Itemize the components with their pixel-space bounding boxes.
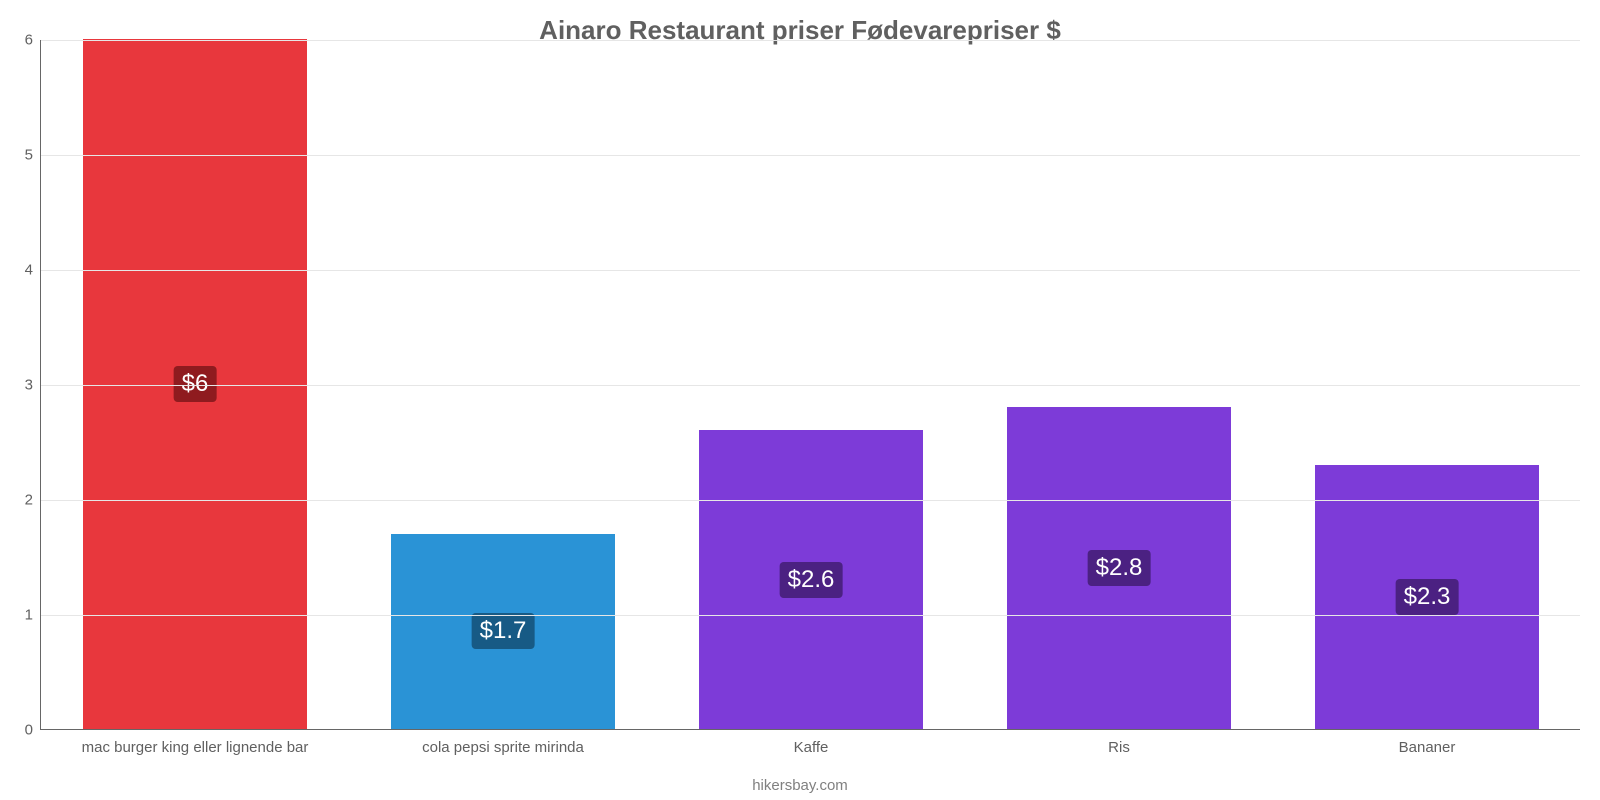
gridline bbox=[41, 270, 1580, 271]
bar-chart: Ainaro Restaurant priser Fødevarepriser … bbox=[0, 0, 1600, 800]
y-tick-label: 1 bbox=[25, 607, 41, 624]
y-tick-label: 6 bbox=[25, 32, 41, 49]
bar: $2.6 bbox=[699, 430, 924, 729]
x-tick-label: Ris bbox=[1108, 729, 1130, 756]
x-tick-label: mac burger king eller lignende bar bbox=[82, 729, 309, 756]
bar-value-label: $2.3 bbox=[1396, 579, 1459, 615]
y-tick-label: 3 bbox=[25, 377, 41, 394]
x-tick-label: cola pepsi sprite mirinda bbox=[422, 729, 584, 756]
y-tick-label: 5 bbox=[25, 147, 41, 164]
gridline bbox=[41, 615, 1580, 616]
x-tick-label: Kaffe bbox=[794, 729, 829, 756]
gridline bbox=[41, 500, 1580, 501]
bar-value-label: $2.6 bbox=[780, 562, 843, 598]
chart-footer: hikersbay.com bbox=[0, 777, 1600, 794]
y-tick-label: 0 bbox=[25, 722, 41, 739]
gridline bbox=[41, 385, 1580, 386]
plot-area: $6$1.7$2.6$2.8$2.3 0123456mac burger kin… bbox=[40, 40, 1580, 730]
x-tick-label: Bananer bbox=[1399, 729, 1456, 756]
bar: $2.8 bbox=[1007, 407, 1232, 729]
bar: $2.3 bbox=[1315, 465, 1540, 730]
y-tick-label: 4 bbox=[25, 262, 41, 279]
bar: $1.7 bbox=[391, 534, 616, 730]
y-tick-label: 2 bbox=[25, 492, 41, 509]
bar-value-label: $6 bbox=[174, 366, 217, 402]
bar: $6 bbox=[83, 39, 308, 729]
gridline bbox=[41, 155, 1580, 156]
gridline bbox=[41, 40, 1580, 41]
bar-value-label: $1.7 bbox=[472, 613, 535, 649]
bar-value-label: $2.8 bbox=[1088, 550, 1151, 586]
